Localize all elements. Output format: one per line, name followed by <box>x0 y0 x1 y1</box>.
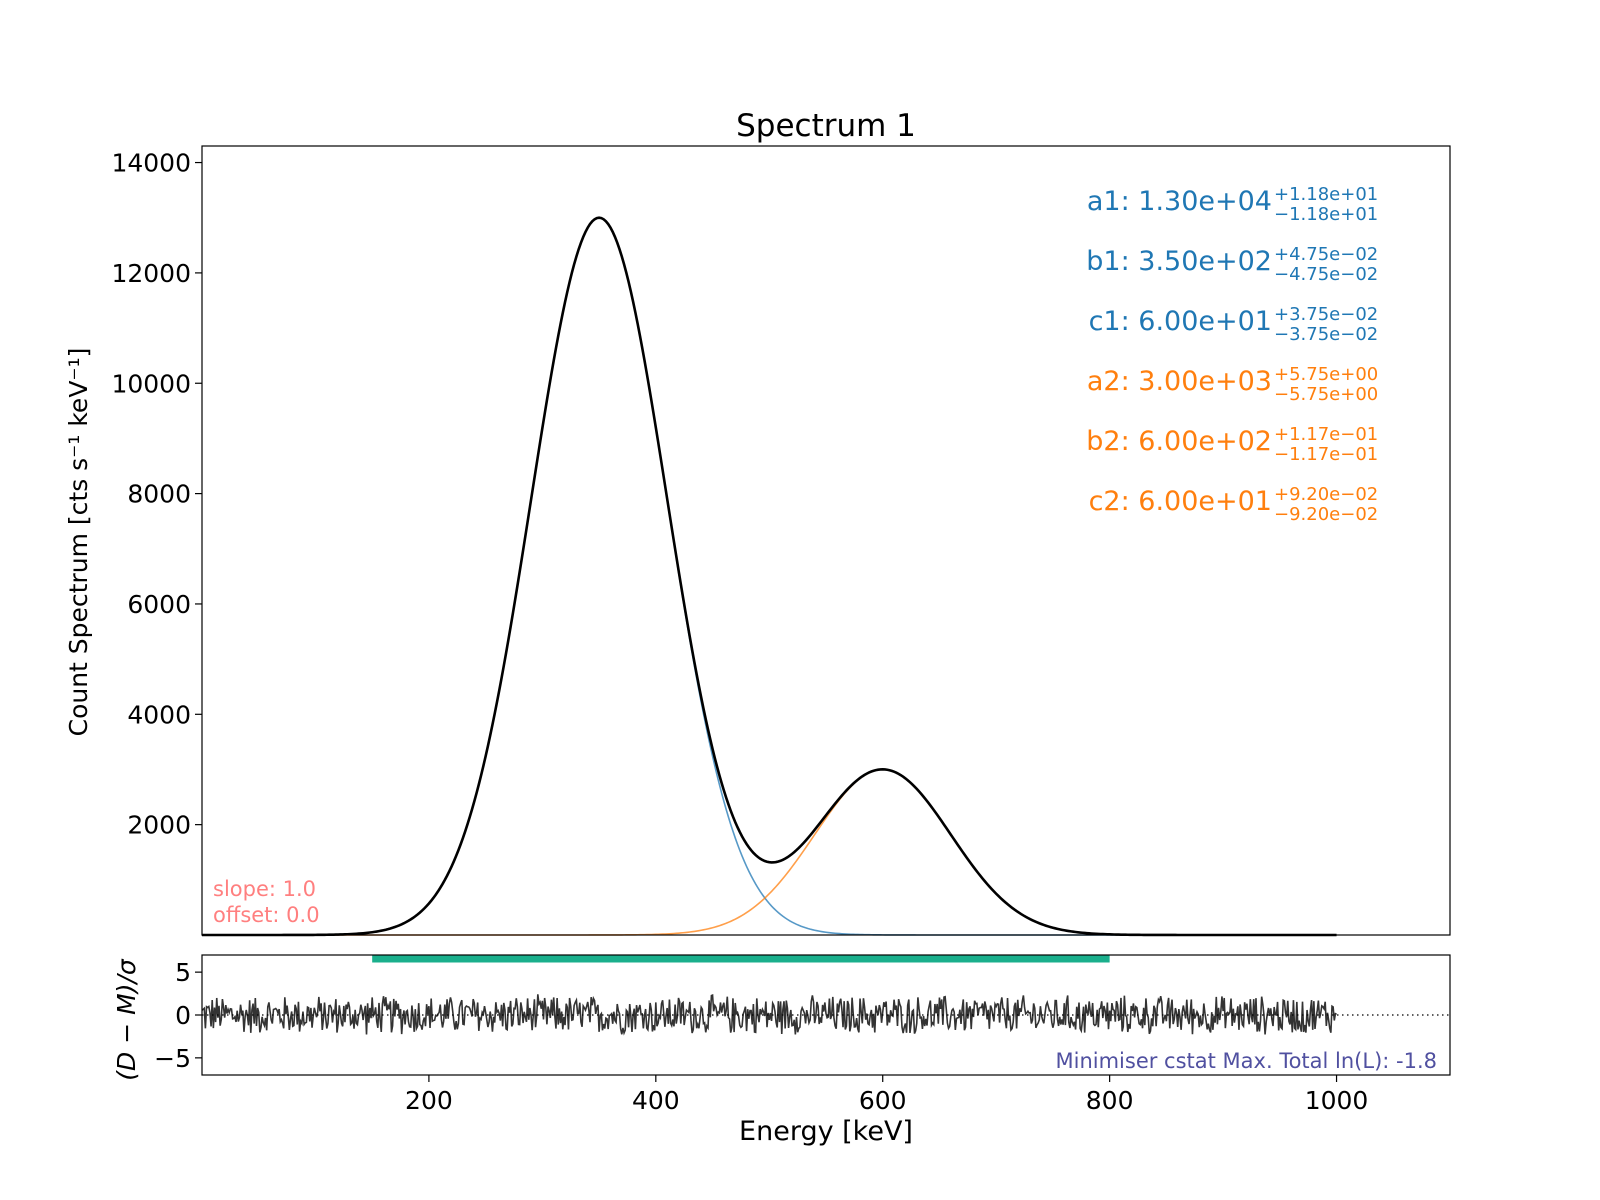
main-y-ticks: 2000 4000 6000 8000 10000 12000 14000 <box>111 149 202 840</box>
y-axis-label-text: Count Spectrum [cts s⁻¹ keV⁻¹] <box>64 348 93 737</box>
residual-y-tick-label: 0 <box>175 1001 191 1030</box>
y-tick-label: 12000 <box>111 259 191 288</box>
param-b2-upper: +1.17e−01 <box>1274 424 1378 445</box>
param-b1-value: b1: 3.50e+02 <box>1086 246 1272 277</box>
param-a2-upper: +5.75e+00 <box>1274 364 1378 385</box>
param-c2-lower: −9.20e−02 <box>1274 504 1378 525</box>
param-a1-upper: +1.18e+01 <box>1274 184 1378 205</box>
param-b1-upper: +4.75e−02 <box>1274 244 1378 265</box>
param-c1-lower: −3.75e−02 <box>1274 324 1378 345</box>
y-tick-label: 10000 <box>111 369 191 398</box>
param-a1-lower: −1.18e+01 <box>1274 204 1378 225</box>
y-tick-label: 4000 <box>127 700 191 729</box>
main-plot-frame <box>201 145 1451 936</box>
y-axis-label: Count Spectrum [cts s⁻¹ keV⁻¹] <box>64 348 93 737</box>
param-b2-value: b2: 6.00e+02 <box>1086 426 1272 457</box>
param-a2-value: a2: 3.00e+03 <box>1087 366 1272 397</box>
y-tick-label: 2000 <box>127 811 191 840</box>
minimiser-annotation: Minimiser cstat Max. Total ln(L): -1.8 <box>1056 1049 1438 1073</box>
y-tick-label: 6000 <box>127 590 191 619</box>
y-tick-label: 14000 <box>111 149 191 178</box>
residual-y-tick-label: 5 <box>175 958 191 987</box>
param-b1-lower: −4.75e−02 <box>1274 264 1378 285</box>
residual-y-tick-label: −5 <box>154 1044 191 1073</box>
x-axis-label: Energy [keV] <box>739 1116 913 1147</box>
main-panel: Spectrum 1 Count Spectrum [cts s⁻¹ keV⁻¹… <box>64 108 1451 937</box>
x-tick-label: 600 <box>859 1086 907 1115</box>
x-tick-label: 800 <box>1086 1086 1134 1115</box>
residual-plot-frame <box>201 954 1451 1076</box>
param-c1-upper: +3.75e−02 <box>1274 304 1378 325</box>
x-ticks: 200 400 600 800 1000 <box>405 1075 1369 1115</box>
y-tick-label: 8000 <box>127 480 191 509</box>
residual-y-label: (D − M)/σ <box>112 958 141 1081</box>
component-2-curve <box>202 768 1337 936</box>
param-b2-lower: −1.17e−01 <box>1274 444 1378 465</box>
slope-annotation: slope: 1.0 <box>213 877 316 901</box>
param-c2-upper: +9.20e−02 <box>1274 484 1378 505</box>
residual-y-ticks: −5 0 5 <box>154 958 202 1073</box>
param-a1-value: a1: 1.30e+04 <box>1087 186 1272 217</box>
residual-panel: (D − M)/σ −5 0 5 200 400 600 800 1000 Minimise… <box>112 954 1451 1147</box>
x-tick-label: 1000 <box>1305 1086 1369 1115</box>
x-tick-label: 200 <box>405 1086 453 1115</box>
x-tick-label: 400 <box>632 1086 680 1115</box>
param-c1-value: c1: 6.00e+01 <box>1089 306 1272 337</box>
param-a2-lower: −5.75e+00 <box>1274 384 1378 405</box>
offset-annotation: offset: 0.0 <box>213 903 320 927</box>
chart-title: Spectrum 1 <box>736 108 916 144</box>
param-c2-value: c2: 6.00e+01 <box>1089 486 1272 517</box>
